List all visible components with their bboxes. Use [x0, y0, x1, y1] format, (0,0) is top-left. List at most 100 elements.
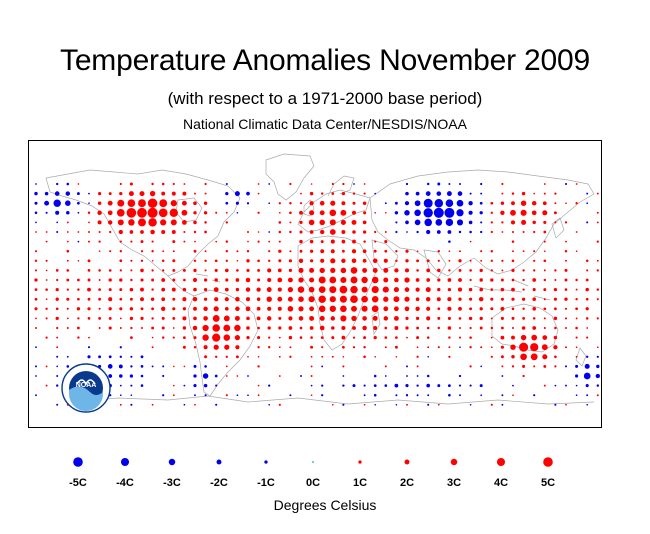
anomaly-dot	[361, 295, 368, 303]
anomaly-dot	[257, 346, 260, 349]
anomaly-dot	[564, 297, 568, 301]
anomaly-dot	[225, 211, 228, 214]
anomaly-dot	[500, 335, 505, 340]
anomaly-dot	[469, 259, 472, 262]
anomaly-dot	[565, 403, 567, 406]
anomaly-dot	[363, 240, 366, 243]
anomaly-dot	[97, 201, 102, 205]
anomaly-dot	[235, 287, 240, 292]
anomaly-dot	[448, 269, 451, 272]
anomaly-dot	[520, 209, 527, 216]
anomaly-dot	[300, 192, 302, 195]
anomaly-dot	[256, 287, 261, 292]
anomaly-dot	[511, 201, 515, 206]
anomaly-dot	[310, 384, 313, 387]
anomaly-dot	[437, 384, 441, 388]
anomaly-dot	[479, 201, 483, 205]
anomaly-dot	[479, 307, 483, 311]
legend-dot	[120, 457, 130, 467]
anomaly-dot	[66, 240, 69, 243]
anomaly-dot	[480, 230, 483, 234]
anomaly-dot	[151, 240, 154, 243]
anomaly-dot	[458, 278, 462, 282]
legend-label: 0C	[306, 477, 320, 489]
anomaly-dot	[384, 346, 387, 349]
anomaly-dot	[458, 230, 462, 234]
anomaly-dot	[88, 336, 90, 339]
anomaly-dot	[130, 278, 133, 282]
anomaly-dot	[119, 403, 122, 406]
anomaly-dot	[309, 326, 314, 330]
anomaly-dot	[500, 278, 504, 282]
anomaly-dot	[341, 191, 346, 196]
anomaly-dot	[257, 394, 260, 397]
anomaly-dot	[423, 198, 433, 208]
anomaly-dot	[138, 199, 146, 208]
anomaly-dot	[224, 306, 229, 311]
anomaly-dot	[554, 365, 557, 368]
anomaly-dot	[87, 287, 91, 292]
anomaly-dot	[363, 336, 367, 340]
anomaly-dot	[543, 269, 546, 272]
legend: -5C -4C -3C -2C -1C 0C 1C 2C 3C 4C 5C	[69, 457, 555, 489]
anomaly-dot	[318, 305, 326, 313]
anomaly-dot	[457, 191, 463, 196]
anomaly-dot	[309, 230, 314, 234]
anomaly-dot	[45, 298, 48, 301]
anomaly-dot	[480, 182, 483, 186]
anomaly-dot	[161, 297, 166, 302]
anomaly-dots	[34, 182, 600, 406]
anomaly-dot	[521, 219, 527, 225]
anomaly-dot	[162, 269, 165, 272]
anomaly-dot	[531, 200, 537, 206]
anomaly-dot	[319, 210, 325, 216]
anomaly-dot	[214, 297, 219, 302]
anomaly-dot	[511, 365, 515, 368]
anomaly-dot	[511, 268, 515, 273]
anomaly-dot	[575, 298, 578, 301]
anomaly-dot	[193, 336, 197, 340]
anomaly-dot	[543, 259, 547, 263]
anomaly-dot	[298, 277, 304, 283]
anomaly-dot	[416, 250, 419, 253]
anomaly-dot	[437, 326, 441, 330]
anomaly-dot	[479, 326, 483, 330]
anomaly-dot	[521, 191, 526, 196]
anomaly-dot	[119, 182, 122, 186]
anomaly-dot	[309, 191, 314, 196]
anomaly-dot	[543, 364, 547, 368]
anomaly-dot	[182, 220, 187, 225]
anomaly-dot	[267, 277, 272, 283]
anomaly-dot	[533, 269, 536, 272]
coast-antarctica	[67, 395, 595, 405]
anomaly-dot	[351, 219, 357, 225]
anomaly-dot	[298, 258, 304, 263]
anomaly-dot	[543, 183, 546, 185]
anomaly-dot	[204, 221, 207, 224]
anomaly-dot	[457, 287, 463, 292]
anomaly-dot	[373, 335, 377, 340]
anomaly-dot	[445, 218, 454, 227]
anomaly-dot	[448, 259, 451, 262]
anomaly-dot	[329, 296, 336, 303]
legend-label: -5C	[69, 477, 87, 489]
anomaly-dot	[161, 306, 166, 311]
anomaly-dot	[564, 249, 568, 253]
anomaly-dot	[469, 365, 472, 368]
anomaly-dot	[172, 259, 176, 263]
anomaly-dot	[395, 221, 398, 224]
anomaly-dot	[140, 278, 144, 282]
anomaly-dot	[108, 278, 112, 282]
anomaly-dot	[444, 207, 455, 218]
anomaly-dot	[362, 201, 367, 205]
anomaly-dot	[575, 346, 578, 349]
anomaly-dot	[596, 346, 599, 349]
anomaly-dot	[479, 384, 483, 388]
anomaly-dot	[490, 336, 493, 339]
anomaly-dot	[373, 326, 378, 330]
anomaly-dot	[215, 403, 218, 406]
anomaly-dot	[426, 316, 431, 321]
anomaly-dot	[342, 403, 345, 406]
anomaly-dot	[308, 296, 315, 303]
anomaly-dot	[170, 219, 177, 226]
